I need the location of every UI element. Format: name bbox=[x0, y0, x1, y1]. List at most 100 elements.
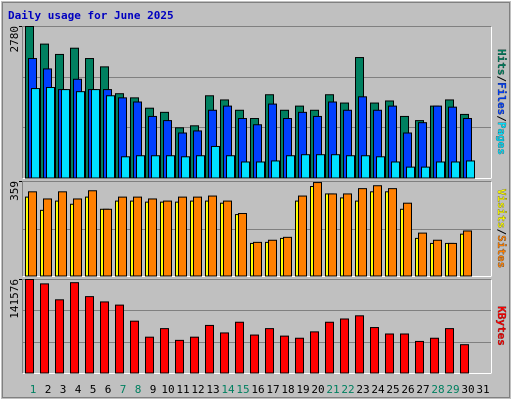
x-tick-label: 25 bbox=[386, 383, 399, 396]
x-tick-label: 13 bbox=[206, 383, 219, 396]
legend-entry: Files bbox=[495, 82, 508, 115]
bar bbox=[280, 335, 289, 374]
legend-entry: Visits bbox=[495, 189, 508, 229]
bar bbox=[463, 230, 472, 277]
x-tick-label: 6 bbox=[105, 383, 112, 396]
bar bbox=[91, 89, 100, 179]
x-tick-label: 21 bbox=[326, 383, 339, 396]
x-tick-label: 1 bbox=[30, 383, 37, 396]
bar bbox=[208, 195, 217, 277]
legend-entry: KBytes bbox=[495, 306, 508, 346]
bar bbox=[370, 327, 379, 374]
bar bbox=[133, 196, 142, 277]
x-tick-label: 24 bbox=[371, 383, 385, 396]
legend-entry: Pages bbox=[495, 122, 508, 155]
bar bbox=[250, 334, 259, 374]
bar bbox=[106, 95, 115, 179]
bar bbox=[445, 328, 454, 374]
y-tick-label: 359 bbox=[8, 181, 21, 201]
bar bbox=[256, 161, 265, 179]
bar bbox=[466, 160, 475, 179]
bar bbox=[265, 328, 274, 374]
bar bbox=[58, 191, 67, 277]
x-tick-label: 15 bbox=[236, 383, 249, 396]
bar bbox=[151, 155, 160, 179]
x-tick-label: 18 bbox=[281, 383, 294, 396]
legend-entry: Hits bbox=[495, 49, 508, 76]
x-tick-label: 7 bbox=[120, 383, 127, 396]
chart-title: Daily usage for June 2025 bbox=[8, 9, 174, 22]
bar bbox=[433, 239, 442, 277]
bar bbox=[385, 333, 394, 374]
legend-separator: / bbox=[495, 115, 508, 122]
bar bbox=[145, 336, 154, 374]
bar bbox=[241, 161, 250, 179]
bar bbox=[226, 155, 235, 179]
legend-separator: / bbox=[495, 76, 508, 83]
bar bbox=[175, 339, 184, 374]
bar bbox=[316, 154, 325, 179]
bar bbox=[415, 340, 424, 374]
x-tick-label: 27 bbox=[416, 383, 429, 396]
legend: KBytes bbox=[495, 306, 508, 346]
bar bbox=[238, 213, 247, 277]
bar bbox=[436, 161, 445, 179]
bar bbox=[331, 154, 340, 179]
bar bbox=[190, 336, 199, 374]
bar bbox=[130, 320, 139, 374]
bar bbox=[373, 185, 382, 277]
bar bbox=[178, 196, 187, 277]
bar bbox=[283, 236, 292, 277]
bar bbox=[448, 242, 457, 277]
legend: Hits/Files/Pages bbox=[495, 49, 508, 155]
bar bbox=[301, 154, 310, 179]
bar bbox=[223, 200, 232, 277]
bar bbox=[181, 156, 190, 179]
bar bbox=[28, 191, 37, 277]
bar bbox=[358, 188, 367, 277]
bar bbox=[136, 155, 145, 179]
bar bbox=[220, 332, 229, 374]
x-tick-label: 22 bbox=[341, 383, 354, 396]
x-tick-label: 14 bbox=[221, 383, 235, 396]
bar bbox=[205, 324, 214, 374]
x-tick-label: 5 bbox=[90, 383, 97, 396]
bar bbox=[388, 188, 397, 277]
bar bbox=[346, 155, 355, 179]
bar bbox=[376, 156, 385, 179]
bar bbox=[70, 282, 79, 374]
bar bbox=[43, 198, 52, 277]
bar bbox=[253, 241, 262, 277]
bar bbox=[31, 88, 40, 179]
x-tick-label: 16 bbox=[251, 383, 264, 396]
x-tick-label: 30 bbox=[461, 383, 474, 396]
x-tick-label: 23 bbox=[356, 383, 369, 396]
bar bbox=[61, 89, 70, 179]
bar bbox=[403, 202, 412, 277]
x-tick-label: 28 bbox=[431, 383, 444, 396]
bar bbox=[148, 198, 157, 277]
bar bbox=[325, 321, 334, 374]
bar bbox=[451, 161, 460, 179]
bar bbox=[118, 196, 127, 277]
bar bbox=[25, 279, 34, 374]
legend: Visits/Sites bbox=[495, 189, 508, 269]
bar bbox=[295, 337, 304, 374]
bar bbox=[355, 315, 364, 374]
bar bbox=[160, 328, 169, 374]
bar bbox=[271, 160, 280, 179]
bar bbox=[235, 321, 244, 374]
bar bbox=[286, 155, 295, 179]
bar bbox=[361, 155, 370, 179]
x-tick-label: 12 bbox=[191, 383, 204, 396]
bar bbox=[100, 301, 109, 374]
bar bbox=[310, 331, 319, 374]
bar bbox=[166, 155, 175, 179]
x-tick-label: 17 bbox=[266, 383, 279, 396]
bar bbox=[88, 190, 97, 277]
x-tick-label: 19 bbox=[296, 383, 309, 396]
bar bbox=[268, 239, 277, 277]
